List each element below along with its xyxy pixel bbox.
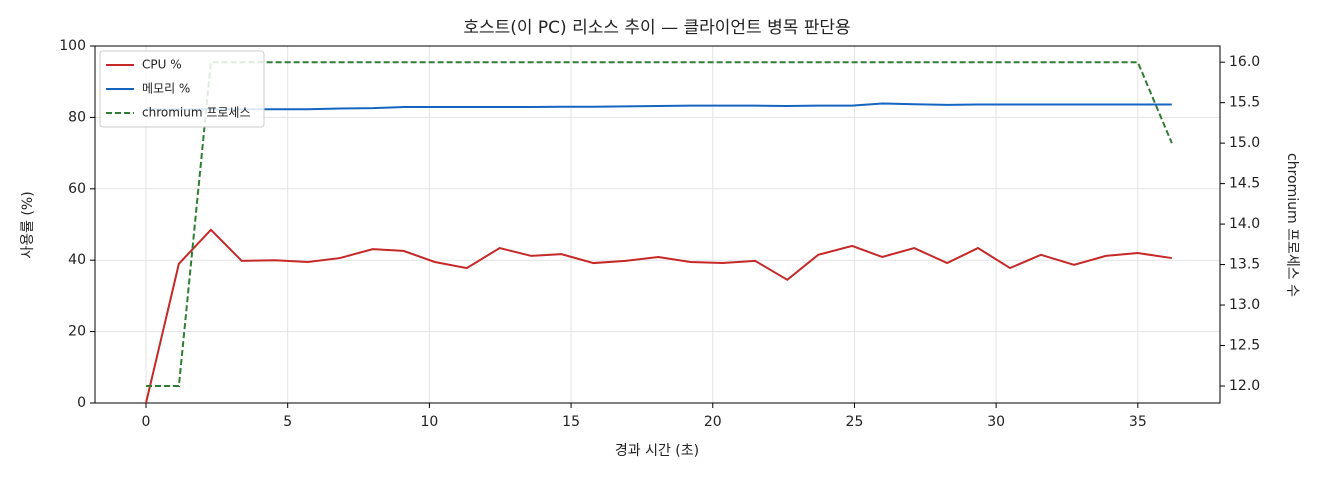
x-axis-label: 경과 시간 (초) — [615, 443, 699, 459]
y2-tick-label: 14.5 — [1229, 176, 1260, 192]
y2-tick-label: 13.5 — [1229, 257, 1260, 273]
x-tick-label: 0 — [142, 414, 151, 430]
y2-tick-label: 16.0 — [1229, 54, 1260, 70]
legend-label: chromium 프로세스 — [142, 106, 251, 120]
x-tick-label: 35 — [1129, 414, 1147, 430]
y-tick-label: 40 — [68, 252, 86, 268]
y2-tick-label: 13.0 — [1229, 297, 1260, 313]
y-tick-label: 60 — [68, 181, 86, 197]
y-axis-label: 사용률 (%) — [20, 191, 36, 258]
legend-box — [99, 50, 265, 128]
y2-tick-label: 12.5 — [1229, 338, 1260, 354]
y2-tick-label: 15.0 — [1229, 135, 1260, 151]
line-series — [145, 228, 1172, 404]
x-tick-label: 5 — [283, 414, 292, 430]
y-tick-label: 80 — [68, 109, 86, 125]
y2-tick-label: 12.0 — [1229, 378, 1260, 394]
x-tick-label: 15 — [562, 414, 580, 430]
x-tick-label: 20 — [704, 414, 722, 430]
plot-frame — [94, 45, 1221, 404]
y-tick-label: 0 — [77, 395, 86, 411]
line-series — [146, 61, 1173, 387]
y-tick-label: 20 — [68, 324, 86, 340]
y2-axis-label: chromium 프로세스 수 — [1284, 153, 1300, 297]
legend-label: CPU % — [142, 58, 182, 72]
y-tick-label: 100 — [59, 38, 86, 54]
x-tick-label: 25 — [846, 414, 864, 430]
line-series — [146, 102, 1172, 111]
legend-label: 메모리 % — [142, 82, 190, 96]
x-tick-label: 30 — [987, 414, 1005, 430]
y2-tick-label: 15.5 — [1229, 95, 1260, 111]
chart-title: 호스트(이 PC) 리소스 추이 — 클라이언트 병목 판단용 — [463, 18, 850, 38]
x-tick-label: 10 — [420, 414, 438, 430]
y2-tick-label: 14.0 — [1229, 216, 1260, 232]
